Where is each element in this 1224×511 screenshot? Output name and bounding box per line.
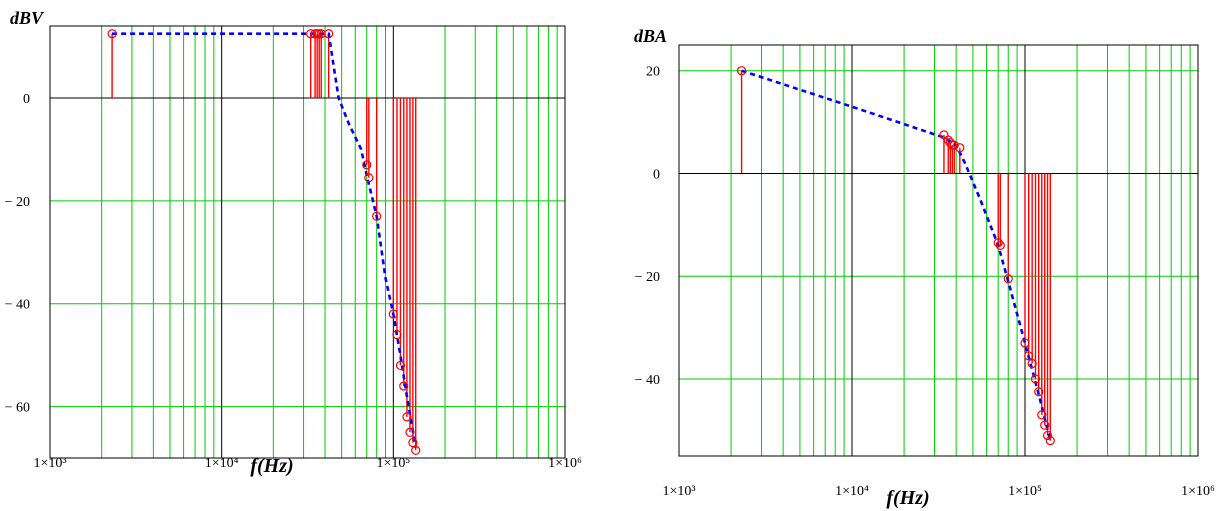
stem-marker (1020, 338, 1030, 348)
stem-marker (1037, 410, 1047, 420)
stem-marker (1040, 420, 1050, 430)
stem-marker (955, 143, 965, 153)
stem-marker (405, 427, 415, 437)
chart-2: 20 0 − 20 − 40 1×10³ 1×10⁴ 1×10⁵ 1×10⁶ dBA f(Hz) (634, 26, 1215, 509)
stem-marker (993, 238, 1003, 248)
y-tick-label: − 40 (635, 373, 660, 388)
stem-marker (395, 360, 406, 371)
stem-marker (402, 412, 412, 422)
stem-marker (364, 173, 374, 183)
x-tick-label: 1×10⁴ (205, 456, 239, 471)
y-axis-label: dBV (10, 8, 45, 28)
x-tick-label: 1×10⁶ (1181, 484, 1215, 499)
x-tick-label: 1×10⁶ (548, 456, 582, 471)
y-tick-label: − 20 (5, 195, 30, 210)
stem-marker (1045, 435, 1055, 446)
stem-marker (392, 329, 402, 340)
y-tick-label: − 40 (5, 298, 30, 313)
plot-frame (49, 25, 566, 459)
stem-marker (1034, 387, 1044, 397)
x-axis-label: f(Hz) (886, 487, 929, 509)
stem-marker (362, 160, 372, 170)
stem-marker (1042, 430, 1053, 441)
chart-1: 0 − 20 − 40 − 60 1×10³ 1×10⁴ 1×10⁵ 1×10⁶ dBV f(Hz… (5, 8, 582, 477)
stem-marker (411, 445, 421, 455)
stem-marker (1027, 358, 1037, 369)
x-tick-label: 1×10³ (662, 484, 695, 499)
x-tick-label: 1×10⁵ (1008, 484, 1042, 499)
envelope-line (741, 69, 1052, 441)
x-tick-label: 1×10³ (33, 456, 66, 471)
y-tick-label: − 20 (635, 270, 660, 285)
y-tick-label: 0 (23, 92, 30, 107)
stem-marker (107, 29, 117, 39)
stem-marker (1024, 351, 1034, 361)
stem-marker (736, 66, 747, 76)
x-axis-label: f(Hz) (250, 455, 293, 477)
y-tick-label: − 60 (5, 401, 30, 416)
y-tick-label: 20 (646, 65, 660, 80)
stem-marker (949, 140, 959, 150)
x-tick-label: 1×10⁵ (376, 456, 410, 471)
stem-marker (388, 309, 398, 319)
stem-marker (324, 29, 334, 39)
envelope-line (112, 32, 417, 448)
stem-marker (399, 381, 409, 391)
stem-marker (1030, 374, 1041, 384)
plot-frame (678, 44, 1199, 457)
stem-marker (372, 211, 382, 221)
x-tick-label: 1×10⁴ (835, 484, 869, 499)
stem-marker (1003, 274, 1013, 284)
stem-marker (408, 437, 418, 448)
stem-marker (995, 240, 1005, 250)
y-tick-label: 0 (653, 167, 660, 182)
y-axis-label: dBA (634, 26, 667, 46)
